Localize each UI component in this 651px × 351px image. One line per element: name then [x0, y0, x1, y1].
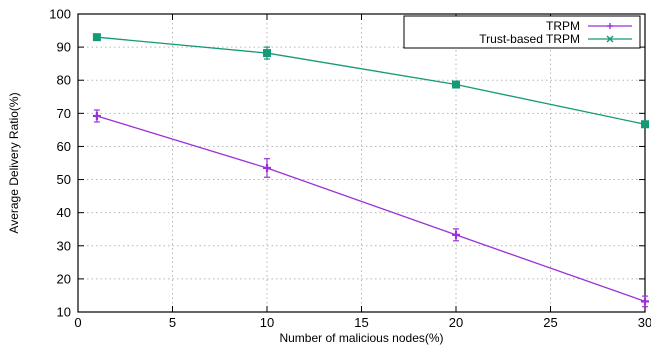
- y-tick-label: 100: [49, 7, 71, 22]
- y-tick-label: 10: [57, 305, 71, 320]
- data-point: [263, 163, 271, 172]
- y-tick-label: 20: [57, 271, 71, 286]
- x-axis-title: Number of malicious nodes(%): [279, 331, 443, 345]
- y-tick-label: 50: [57, 172, 71, 187]
- legend-box: [403, 15, 641, 49]
- data-point: [452, 80, 460, 89]
- series-line-0: [96, 115, 646, 303]
- marker-box: [92, 33, 101, 42]
- x-tick-label: 5: [169, 315, 176, 330]
- axes: [77, 13, 646, 313]
- legend-marker-d2: [606, 35, 614, 43]
- y-tick-label: 30: [57, 238, 71, 253]
- legend-label-trpm: TRPM: [546, 19, 580, 33]
- marker-box: [263, 49, 271, 58]
- y-tick-label: 90: [57, 40, 71, 55]
- y-tick-label: 40: [57, 205, 71, 220]
- y-tick-label: 60: [57, 139, 71, 154]
- y-axis-title: Average Delivery Ratio(%): [7, 92, 21, 233]
- data-point: [263, 49, 271, 58]
- grid: [77, 13, 646, 313]
- series-area: [92, 33, 649, 308]
- marker-box: [641, 120, 649, 129]
- legend: TRPM Trust-based TRPM: [403, 15, 641, 49]
- x-tick-label: 20: [449, 315, 463, 330]
- series-line-1: [96, 36, 646, 125]
- tick-labels: 10 20 30 40 50 60 70 80 90 100 0 5 10 15 20 25 30: [49, 7, 651, 331]
- data-point: [92, 33, 101, 42]
- x-tick-label: 25: [543, 315, 557, 330]
- y-tick-label: 80: [57, 73, 71, 88]
- legend-label-trust-based-trpm: Trust-based TRPM: [479, 32, 580, 46]
- data-point: [641, 297, 649, 306]
- marker-box: [452, 80, 460, 89]
- x-tick-label: 30: [638, 315, 651, 330]
- legend-marker-1: [606, 35, 614, 43]
- data-point: [641, 120, 649, 129]
- data-point: [92, 111, 101, 120]
- y-tick-label: 70: [57, 106, 71, 121]
- x-tick-label: 0: [74, 315, 81, 330]
- legend-marker-0: [607, 23, 613, 29]
- data-point: [452, 230, 460, 239]
- x-tick-label: 15: [354, 315, 368, 330]
- x-tick-label: 10: [260, 315, 274, 330]
